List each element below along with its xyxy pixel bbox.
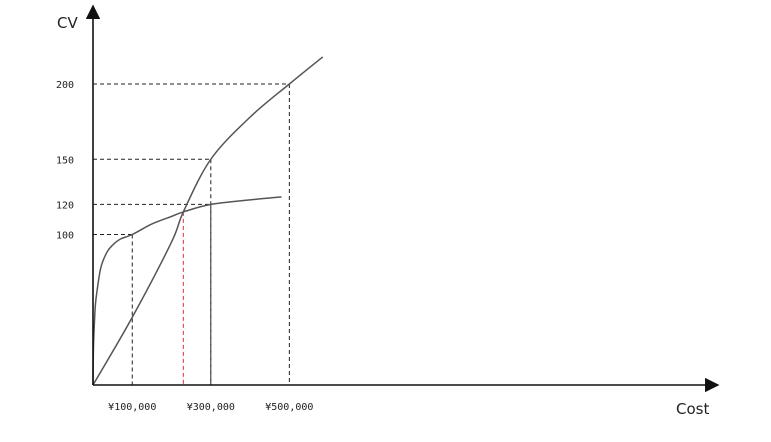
y-tick-label: 100: [56, 231, 74, 242]
y-tick-label: 150: [56, 155, 74, 166]
x-axis-title: Cost: [676, 400, 709, 418]
y-tick-label: 200: [56, 80, 74, 91]
series-line-0: [92, 196, 282, 386]
x-tick-label: ¥500,000: [265, 402, 313, 413]
x-tick-label: ¥100,000: [108, 402, 156, 413]
series-line-1: [92, 56, 324, 386]
x-tick-label: ¥300,000: [187, 402, 235, 413]
y-axis-title: CV: [57, 14, 78, 32]
y-tick-label: 120: [56, 200, 74, 211]
